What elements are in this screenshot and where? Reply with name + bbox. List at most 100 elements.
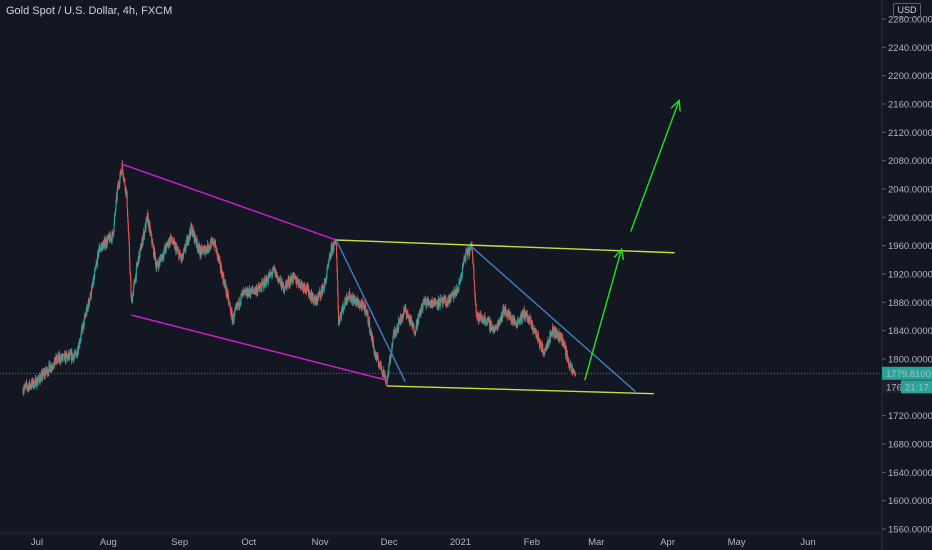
candle-down	[536, 331, 538, 334]
x-tick-label: Nov	[312, 537, 329, 548]
candle-up	[33, 387, 35, 389]
candle-down	[438, 298, 440, 307]
candle-up	[287, 281, 289, 284]
candle-up	[240, 301, 242, 304]
projection-arrow[interactable]	[584, 249, 623, 381]
candle-down	[398, 318, 400, 321]
candle-up	[131, 295, 134, 303]
candle-down	[474, 291, 476, 298]
candle-up	[135, 266, 137, 279]
candle-down	[427, 298, 429, 302]
candle-up	[74, 351, 76, 355]
time-axis[interactable]: Jul Aug Sep Oct Nov Dec 2021 Feb Mar Apr May Jun	[0, 532, 882, 548]
candle-up	[77, 346, 79, 352]
trend-line[interactable]	[131, 314, 387, 381]
candle-down	[363, 304, 365, 309]
candle-down	[147, 215, 149, 226]
candle-down	[134, 280, 136, 283]
candle-up	[114, 212, 116, 218]
trend-line[interactable]	[471, 246, 636, 393]
candle-down	[49, 363, 51, 367]
projection-arrow[interactable]	[630, 100, 680, 232]
candle-down	[126, 208, 129, 217]
candle-up	[41, 372, 43, 376]
candle-down	[410, 318, 412, 321]
candle-down	[65, 352, 68, 355]
candle-up	[414, 332, 416, 335]
candle-up	[325, 277, 327, 283]
candle-up	[346, 298, 348, 302]
candle-down	[476, 313, 478, 316]
candle-down	[309, 292, 311, 294]
y-tick-label: 2160.0000	[888, 100, 932, 111]
candle-down	[75, 352, 77, 354]
price-axis[interactable]: 2280.0000 2240.0000 2200.0000 2160.0000 2120…	[882, 15, 932, 536]
symbol-title[interactable]: Gold Spot / U.S. Dollar, 4h, FXCM	[6, 5, 173, 17]
candle-up	[544, 349, 546, 354]
candle-up	[175, 248, 177, 253]
candle-down	[298, 285, 300, 287]
trend-line[interactable]	[336, 239, 675, 254]
drawings-layer[interactable]	[121, 98, 681, 395]
candle-up	[341, 309, 343, 318]
candle-up	[62, 354, 64, 356]
trend-line[interactable]	[386, 385, 654, 395]
candle-up	[133, 282, 135, 286]
candle-up	[199, 249, 201, 257]
candle-up	[344, 305, 346, 307]
candle-up	[113, 217, 116, 222]
candle-down	[566, 353, 569, 359]
candle-up	[462, 263, 464, 268]
candle-up	[98, 252, 100, 257]
candle-up	[558, 332, 560, 340]
candle-up	[148, 223, 150, 230]
candle-up	[388, 364, 390, 366]
candle-down	[537, 333, 539, 340]
candle-down	[476, 315, 478, 318]
candle-up	[453, 292, 455, 299]
candle-up	[257, 284, 259, 289]
candle-up	[422, 299, 424, 306]
candle-up	[517, 319, 519, 326]
trend-line[interactable]	[121, 163, 337, 241]
currency-badge[interactable]: USD	[893, 3, 921, 18]
trend-line[interactable]	[335, 239, 406, 382]
candle-up	[426, 301, 428, 305]
candle-down	[88, 300, 90, 304]
candle-up	[333, 242, 335, 250]
candle-down	[524, 310, 526, 318]
candle-up	[95, 266, 97, 269]
candle-up	[433, 302, 435, 304]
candle-down	[319, 292, 322, 297]
candle-down	[231, 313, 233, 323]
candle-down	[488, 318, 490, 321]
candle-down	[261, 281, 263, 283]
candle-up	[24, 384, 26, 388]
candle-up	[470, 246, 472, 247]
last-price-tag	[882, 366, 932, 380]
candle-up	[161, 256, 163, 261]
candle-up	[93, 272, 96, 278]
candle-down	[112, 232, 114, 236]
candle-up	[395, 332, 397, 335]
candle-up	[509, 317, 511, 318]
candle-down	[158, 259, 160, 262]
candle-up	[42, 376, 44, 379]
candle-down	[81, 326, 83, 328]
candle-up	[46, 370, 48, 373]
candle-up	[97, 253, 99, 265]
candle-down	[565, 347, 567, 354]
candle-down	[283, 285, 285, 292]
candle-up	[415, 329, 417, 332]
candle-up	[390, 354, 392, 356]
candle-down	[280, 282, 282, 289]
candle-up	[103, 243, 105, 249]
candle-up	[267, 281, 269, 283]
candle-up	[324, 279, 326, 284]
candle-up	[562, 345, 564, 347]
candle-down	[573, 371, 575, 373]
candle-down	[363, 302, 365, 305]
candle-down	[512, 318, 514, 323]
candle-down	[248, 288, 251, 293]
